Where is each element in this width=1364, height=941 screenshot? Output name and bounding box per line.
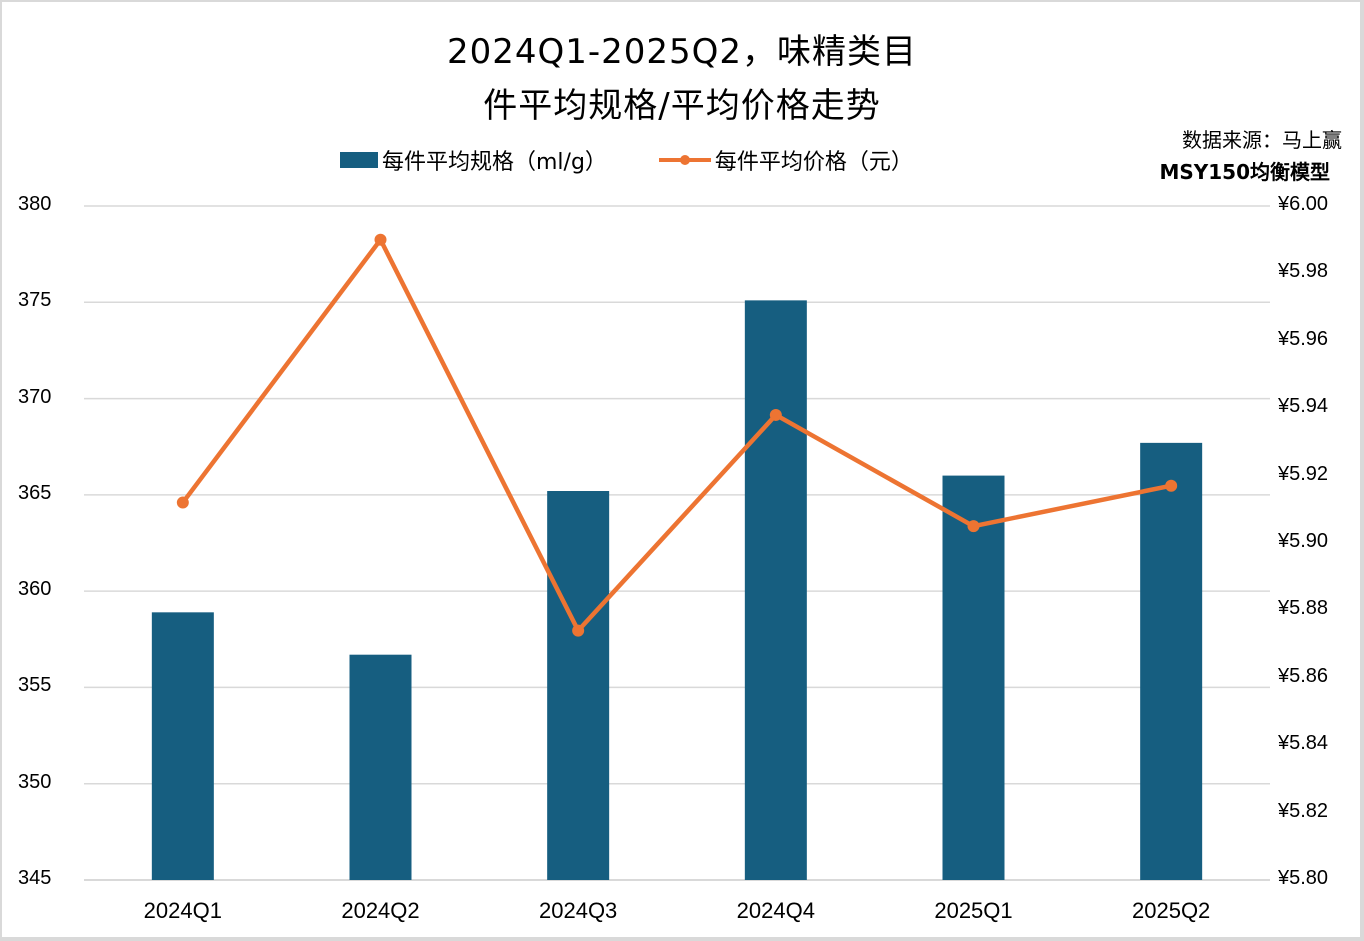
x-tick-label: 2025Q1 bbox=[934, 898, 1013, 923]
price-point-2024Q1 bbox=[176, 496, 189, 509]
left-tick-label: 380 bbox=[18, 193, 52, 215]
line-marker-swatch-icon bbox=[658, 152, 711, 168]
bar-2024Q3 bbox=[547, 491, 610, 880]
right-tick-label: ¥5.96 bbox=[1278, 327, 1329, 350]
data-source-label: 数据来源：马上赢 bbox=[1182, 128, 1342, 152]
left-tick-label: 375 bbox=[18, 289, 52, 312]
legend-item-bar: 每件平均规格（ml/g） bbox=[340, 144, 607, 176]
price-point-2025Q2 bbox=[1165, 479, 1178, 492]
x-tick-label: 2025Q2 bbox=[1132, 898, 1211, 923]
right-tick-label: ¥5.92 bbox=[1278, 462, 1329, 485]
chart-title-line2: 件平均规格/平均价格走势 bbox=[483, 86, 881, 126]
right-tick-label: ¥5.86 bbox=[1278, 664, 1329, 687]
right-tick-label: ¥5.98 bbox=[1278, 260, 1329, 283]
price-point-2025Q1 bbox=[967, 520, 980, 533]
left-tick-label: 360 bbox=[18, 578, 52, 601]
legend-line-label: 每件平均价格（元） bbox=[714, 150, 913, 175]
price-point-2024Q3 bbox=[572, 624, 585, 637]
right-tick-label: ¥5.88 bbox=[1278, 597, 1329, 620]
data-model-label: MSY150均衡模型 bbox=[1159, 160, 1330, 184]
bar-2025Q1 bbox=[942, 475, 1005, 880]
right-tick-label: ¥5.90 bbox=[1278, 530, 1329, 552]
left-tick-label: 345 bbox=[18, 867, 52, 889]
legend-bar-label: 每件平均规格（ml/g） bbox=[382, 150, 607, 175]
right-tick-label: ¥5.82 bbox=[1278, 799, 1329, 822]
bar-swatch-icon bbox=[340, 152, 378, 168]
price-line bbox=[181, 237, 1172, 633]
right-tick-label: ¥5.84 bbox=[1278, 732, 1329, 755]
bar-2024Q1 bbox=[151, 612, 214, 880]
legend: 每件平均规格（ml/g） 每件平均价格（元） bbox=[340, 144, 965, 176]
price-point-2024Q4 bbox=[769, 408, 782, 421]
x-tick-label: 2024Q1 bbox=[143, 898, 222, 923]
left-tick-label: 370 bbox=[18, 385, 52, 408]
right-tick-label: ¥5.94 bbox=[1278, 395, 1329, 418]
right-tick-label: ¥6.00 bbox=[1278, 193, 1329, 215]
bar-2024Q2 bbox=[349, 654, 412, 880]
legend-item-line: 每件平均价格（元） bbox=[658, 144, 913, 176]
x-tick-label: 2024Q3 bbox=[539, 898, 618, 923]
left-tick-label: 350 bbox=[18, 770, 52, 793]
x-tick-label: 2024Q4 bbox=[736, 898, 815, 923]
x-tick-label: 2024Q2 bbox=[341, 898, 420, 923]
right-tick-label: ¥5.80 bbox=[1278, 867, 1329, 889]
price-point-2024Q2 bbox=[374, 233, 387, 246]
left-tick-label: 365 bbox=[18, 481, 52, 504]
bar-2024Q4 bbox=[744, 300, 807, 880]
chart-title-line1: 2024Q1-2025Q2，味精类目 bbox=[446, 32, 918, 72]
left-tick-label: 355 bbox=[18, 674, 52, 697]
bar-2025Q2 bbox=[1140, 442, 1203, 880]
